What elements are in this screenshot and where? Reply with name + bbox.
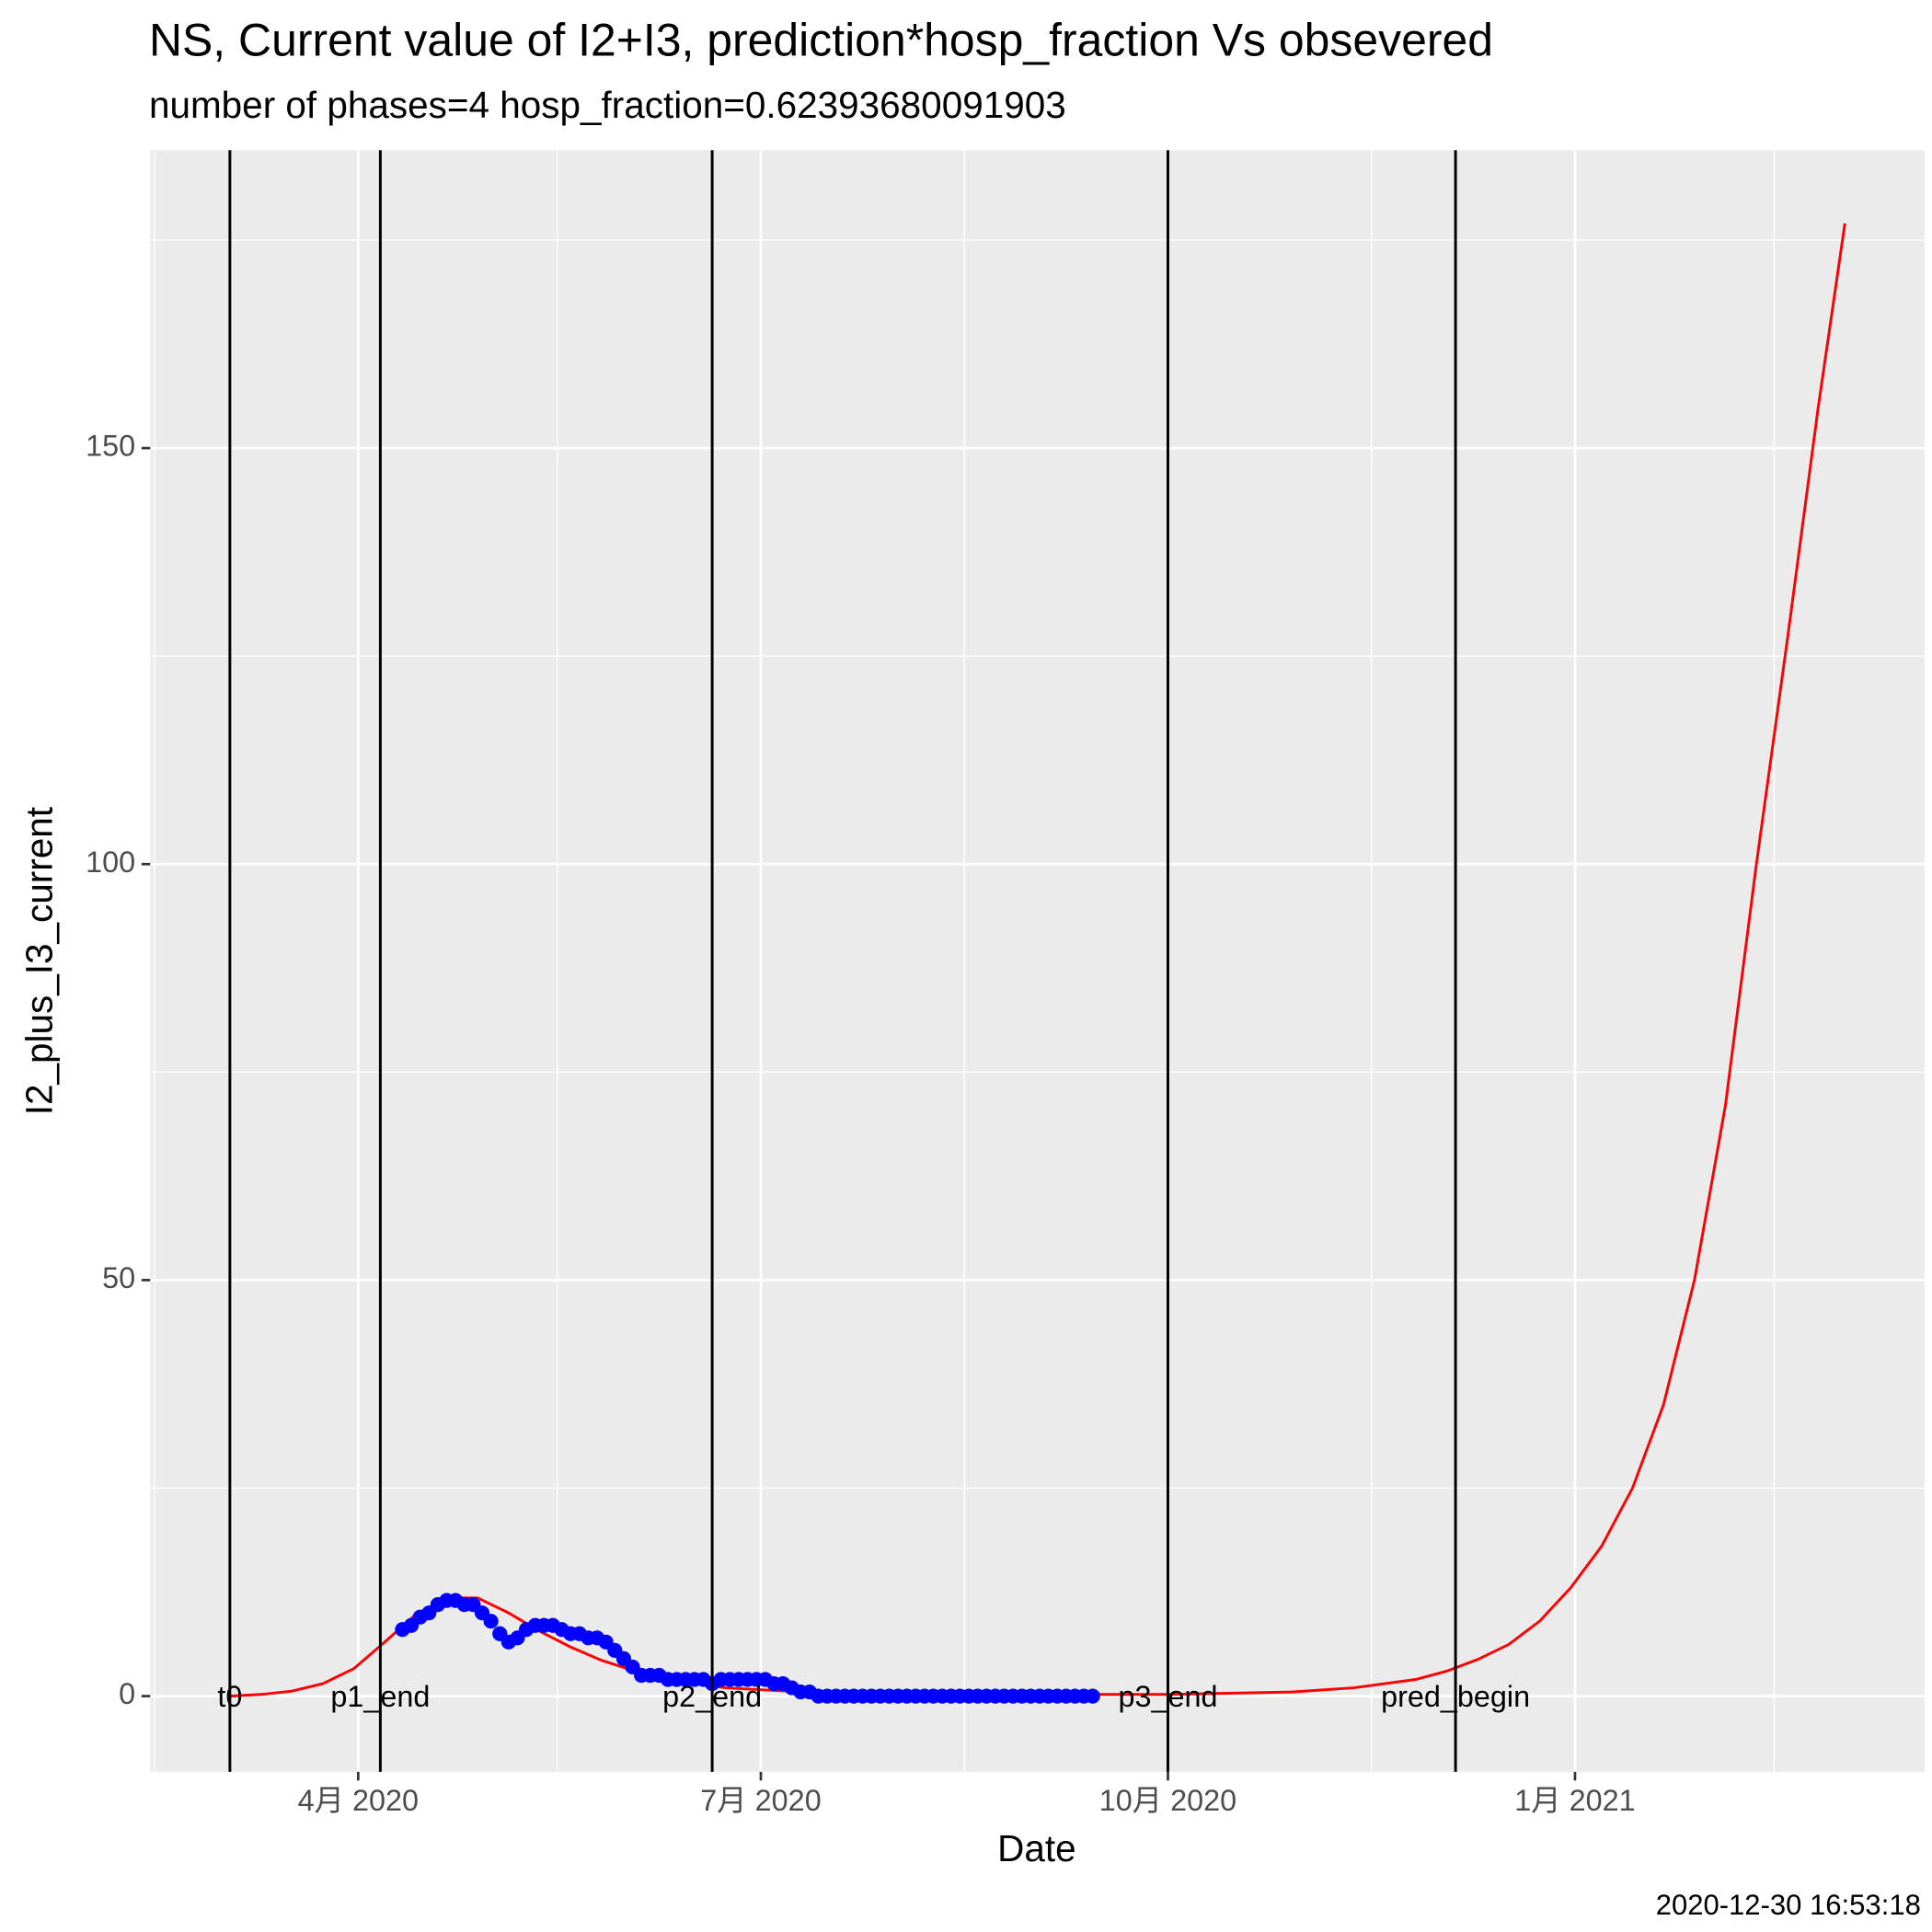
data-point: [483, 1614, 499, 1629]
caption: 2020-12-30 16:53:18: [1656, 1889, 1921, 1921]
panel-background: [150, 150, 1925, 1772]
x-tick-label: 10月 2020: [1099, 1784, 1236, 1817]
phase-label: t0: [217, 1680, 242, 1713]
phase-label: p2_end: [662, 1680, 762, 1713]
chart-title: NS, Current value of I2+I3, prediction*h…: [149, 14, 1493, 65]
y-tick-label: 100: [86, 845, 135, 879]
y-tick-label: 0: [119, 1677, 135, 1710]
x-tick-label: 7月 2020: [700, 1784, 821, 1817]
phase-label: p1_end: [330, 1680, 430, 1713]
y-tick-label: 50: [102, 1261, 135, 1294]
x-axis-title: Date: [997, 1827, 1075, 1869]
data-point: [1085, 1688, 1100, 1704]
x-tick-label: 4月 2020: [298, 1784, 419, 1817]
phase-label: p3_end: [1118, 1680, 1217, 1713]
y-axis-title: I2_plus_I3_current: [18, 807, 61, 1115]
x-tick-label: 1月 2021: [1514, 1784, 1635, 1817]
chart-subtitle: number of phases=4 hosp_fraction=0.62393…: [149, 84, 1066, 126]
y-tick-label: 150: [86, 430, 135, 463]
phase-label: pred_begin: [1381, 1680, 1530, 1713]
